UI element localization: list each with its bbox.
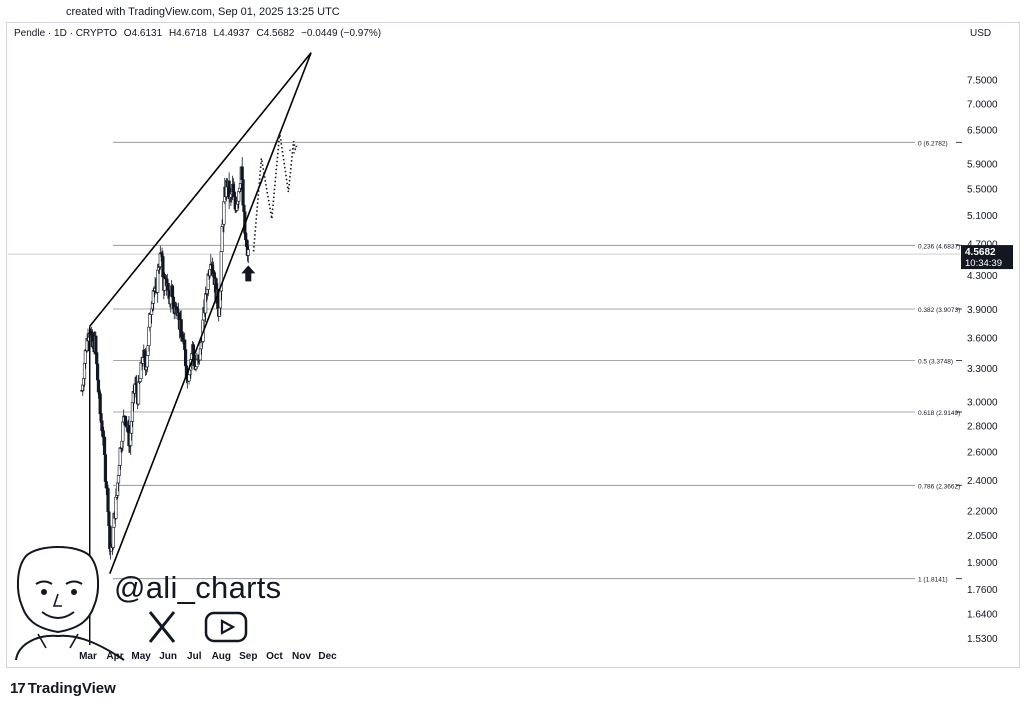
- candle-body-50: [123, 415, 128, 426]
- candle-body-47: [121, 421, 125, 442]
- projection-line: [252, 132, 297, 252]
- candle-body-67: [138, 378, 142, 382]
- price-tag-price: 4.5682: [965, 247, 996, 258]
- candle-body-102: [169, 295, 173, 305]
- y-tick-18: 1.7600: [967, 585, 998, 596]
- candle-body-78: [148, 313, 152, 328]
- projection-path: [241, 132, 298, 282]
- x-tick-oct: Oct: [266, 651, 283, 662]
- x-tick-mar: Mar: [79, 651, 97, 662]
- fib-label-0: 0 (6.2782): [918, 140, 948, 147]
- low-value: L4.4937: [213, 28, 250, 39]
- y-tick-15: 2.2000: [967, 506, 998, 517]
- wedge-lower-line: [109, 52, 312, 574]
- fib-label-5: 0.786 (2.3662): [918, 483, 960, 490]
- fib-label-4: 0.618 (2.9149): [918, 410, 960, 417]
- fib-label-1: 0.236 (4.6837): [918, 243, 960, 250]
- candle-body-65: [136, 381, 141, 405]
- credit-text: created with TradingView.com, Sep 01, 20…: [66, 6, 340, 18]
- youtube-icon: [204, 611, 248, 643]
- chart-frame: [6, 22, 1020, 668]
- candle-body-186: [242, 204, 246, 213]
- time-axis: Mar Apr May Jun Jul Aug Sep Oct Nov Dec: [79, 651, 337, 662]
- y-tick-9: 3.6000: [967, 333, 998, 344]
- x-logo-icon: [148, 611, 176, 643]
- y-tick-8: 3.9000: [967, 305, 998, 316]
- fib-label-6: 1 (1.8141): [918, 577, 948, 584]
- y-tick-10: 3.3000: [967, 364, 998, 375]
- candle-body-39: [114, 496, 118, 519]
- fib-levels: 0 (6.2782) 0.236 (4.6837) 0.382 (3.9073) 0.…: [8, 140, 962, 584]
- candle-body-151: [211, 270, 216, 274]
- price-axis: 7.50007.00006.50005.90005.50005.10004.70…: [961, 75, 1013, 645]
- y-tick-2: 6.5000: [967, 126, 998, 137]
- candle-body-36: [111, 526, 115, 548]
- price-tag-countdown: 10:34:39: [965, 258, 1002, 269]
- fib-label-3: 0.5 (3.3748): [918, 358, 953, 365]
- candle-body-17: [95, 352, 99, 365]
- avatar-caricature: [15, 546, 125, 661]
- candle-body-75: [145, 355, 149, 368]
- currency-label: USD: [970, 28, 992, 39]
- fib-label-2: 0.382 (3.9073): [918, 307, 960, 314]
- x-tick-sep: Sep: [239, 651, 257, 662]
- y-tick-1: 7.0000: [967, 100, 998, 111]
- y-tick-19: 1.6400: [967, 610, 998, 621]
- x-tick-may: May: [131, 651, 151, 662]
- y-tick-17: 1.9000: [967, 558, 998, 569]
- watermark-handle: @ali_charts: [114, 570, 282, 605]
- x-tick-dec: Dec: [318, 651, 337, 662]
- candle-body-32: [108, 525, 112, 549]
- candle-191: [246, 240, 250, 264]
- y-tick-11: 3.0000: [967, 397, 998, 408]
- price-series: [80, 157, 250, 560]
- candle-body-16: [94, 335, 98, 353]
- price-tag-bg: [961, 245, 1013, 270]
- wedge-upper-line: [89, 52, 312, 327]
- brand: 17 TradingView: [10, 680, 116, 697]
- x-tick-nov: Nov: [292, 651, 311, 662]
- projection-arrowhead: [289, 145, 298, 155]
- x-tick-jun: Jun: [159, 651, 177, 662]
- x-tick-aug: Aug: [212, 651, 231, 662]
- y-tick-7: 4.3000: [967, 271, 998, 282]
- open-value: O4.6131: [123, 28, 163, 39]
- candle-body-191: [246, 249, 250, 256]
- high-value: H4.6718: [168, 28, 207, 39]
- y-tick-5: 5.1000: [967, 211, 998, 222]
- close-value: C4.5682: [256, 28, 295, 39]
- x-tick-apr: Apr: [106, 651, 123, 662]
- change-value: −0.0449 (−0.97%): [301, 28, 382, 39]
- y-tick-14: 2.4000: [967, 476, 998, 487]
- y-tick-12: 2.8000: [967, 422, 998, 433]
- y-tick-0: 7.5000: [967, 75, 998, 86]
- y-tick-16: 2.0500: [967, 531, 998, 542]
- x-tick-jul: Jul: [187, 651, 202, 662]
- candle-body-163: [222, 201, 226, 225]
- y-tick-4: 5.5000: [967, 184, 998, 195]
- symbol-legend: Pendle · 1D · CRYPTO O4.6131 H4.6718 L4.…: [14, 28, 385, 39]
- y-tick-20: 1.5300: [967, 634, 998, 645]
- candle-body-42: [116, 475, 121, 484]
- y-tick-13: 2.6000: [967, 448, 998, 459]
- y-tick-3: 5.9000: [967, 160, 998, 171]
- brand-name: TradingView: [27, 680, 116, 697]
- symbol-label: Pendle · 1D · CRYPTO: [14, 28, 118, 39]
- candle-body-30: [106, 488, 110, 513]
- candle-body-118: [183, 339, 187, 350]
- candle-169: [227, 172, 231, 210]
- tradingview-logo-icon: 17: [10, 680, 26, 697]
- up-arrow-icon: [241, 265, 256, 282]
